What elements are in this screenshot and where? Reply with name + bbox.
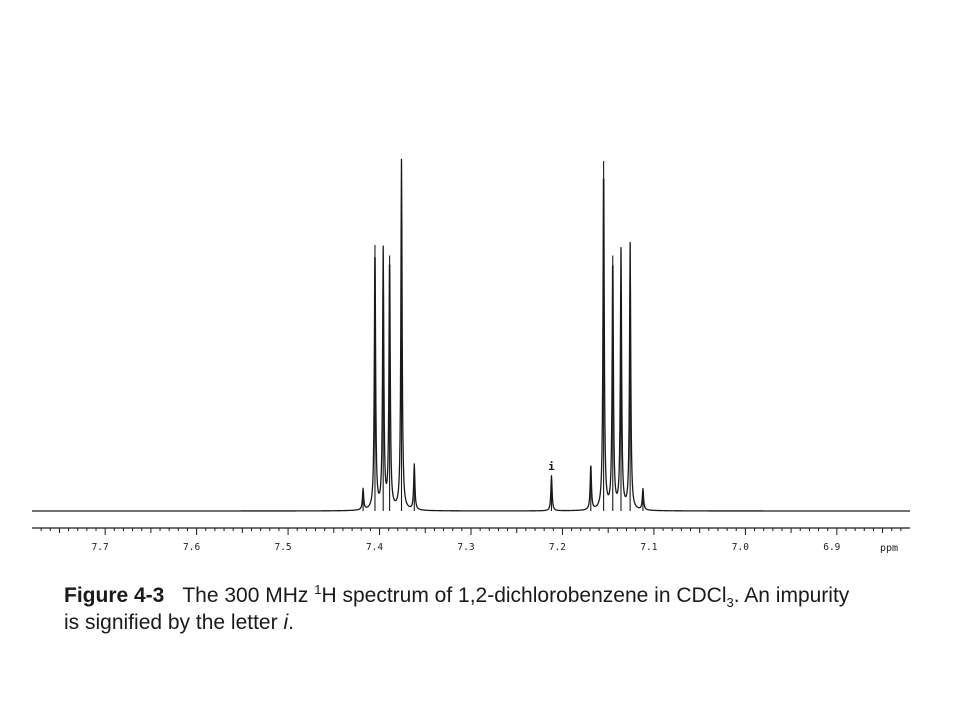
tick-label-7-3: 7.3: [457, 542, 474, 553]
peak-marks: [362, 161, 644, 511]
caption-text-end: .: [288, 611, 294, 634]
tick-label-7-0: 7.0: [732, 542, 749, 553]
figure-caption: Figure 4-3 The 300 MHz 1H spectrum of 1,2…: [64, 582, 864, 636]
tick-label-7-7: 7.7: [92, 542, 109, 553]
tick-label-6-9: 6.9: [823, 542, 840, 553]
x-axis-label: ppm: [880, 543, 898, 554]
caption-italic-letter: i: [283, 611, 289, 634]
annotations: i: [548, 460, 555, 473]
tick-label-7-2: 7.2: [549, 542, 566, 553]
nmr-spectrum-chart: 7.7 7.6 7.5 7.4 7.3 7.2 7.1 7.0 6.9 ppm i: [31, 158, 911, 554]
caption-text-2: H spectrum of 1,2-dichlorobenzene in CDC…: [321, 584, 727, 607]
x-axis-ticks: [40, 528, 902, 535]
caption-text-3: . An impurity is signified by the letter: [64, 584, 850, 634]
impurity-label: i: [548, 460, 555, 473]
caption-superscript: 1: [314, 582, 322, 597]
tick-label-7-4: 7.4: [366, 542, 383, 553]
tick-label-7-5: 7.5: [274, 542, 291, 553]
caption-text-1: The 300 MHz: [182, 584, 315, 607]
spectrum-trace: [31, 158, 911, 512]
tick-label-7-6: 7.6: [183, 542, 200, 553]
caption-subscript: 3: [726, 595, 734, 611]
x-axis-tick-labels: 7.7 7.6 7.5 7.4 7.3 7.2 7.1 7.0 6.9: [92, 542, 841, 553]
tick-label-7-1: 7.1: [640, 542, 657, 553]
figure-number: Figure 4-3: [64, 584, 165, 607]
